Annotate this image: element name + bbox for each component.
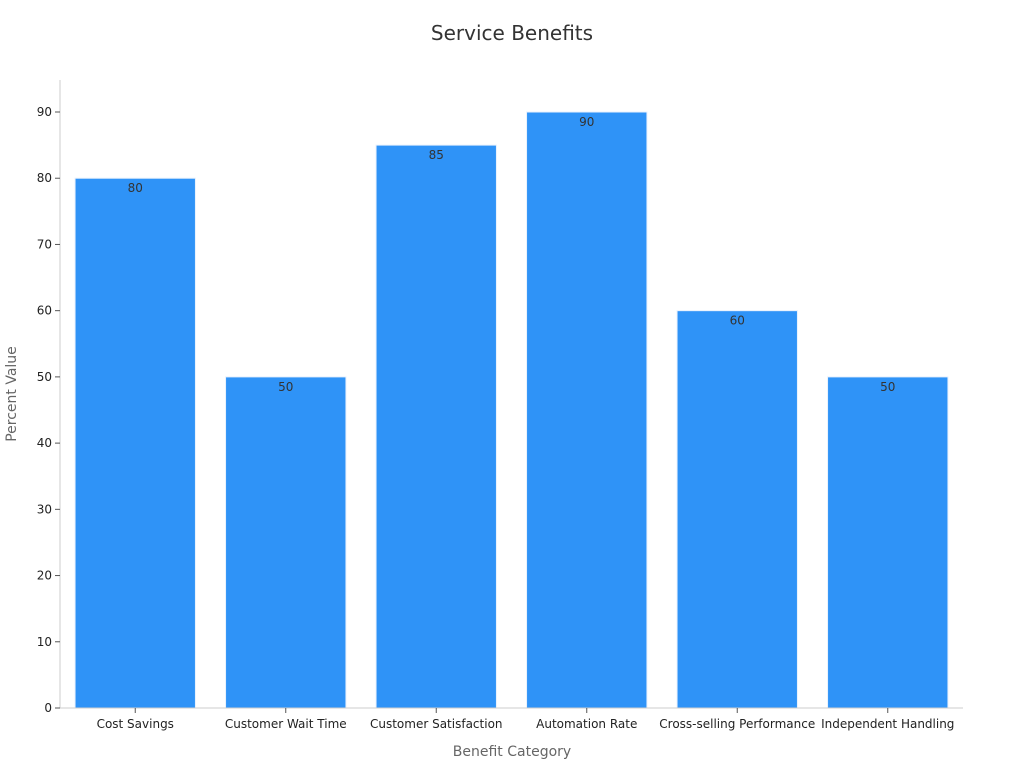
y-tick-label: 70 xyxy=(37,237,52,251)
bar xyxy=(74,177,196,709)
x-axis: Cost Savings Customer Wait Time Customer S… xyxy=(60,707,963,731)
y-tick-label: 0 xyxy=(44,701,52,715)
bar-value-label: 85 xyxy=(429,148,444,162)
x-tick-label: Customer Satisfaction xyxy=(370,717,503,731)
bar xyxy=(375,144,497,709)
bar-value-label: 50 xyxy=(880,380,895,394)
bar-value-label: 80 xyxy=(128,181,143,195)
y-tick-label: 30 xyxy=(37,502,52,516)
y-axis-title: Percent Value xyxy=(4,346,20,442)
bar-value-label: 60 xyxy=(730,314,745,328)
y-tick-label: 40 xyxy=(37,436,52,450)
x-axis-title: Benefit Category xyxy=(453,744,571,760)
y-tick-label: 20 xyxy=(37,569,52,583)
bars-group: 80 50 85 90 60 50 xyxy=(74,111,949,709)
x-tick-label: Cross-selling Performance xyxy=(659,717,815,731)
y-tick-label: 90 xyxy=(37,105,52,119)
bar xyxy=(676,310,798,709)
y-tick-label: 10 xyxy=(37,635,52,649)
y-axis: 0 10 20 30 40 50 60 70 80 90 xyxy=(37,80,61,715)
bar-value-label: 50 xyxy=(278,380,293,394)
x-tick-label: Customer Wait Time xyxy=(225,717,347,731)
x-tick-label: Independent Handling xyxy=(821,717,954,731)
bar xyxy=(225,376,347,709)
bar xyxy=(827,376,949,709)
bar-value-label: 90 xyxy=(579,115,594,129)
bar xyxy=(526,111,648,709)
x-tick-label: Automation Rate xyxy=(536,717,637,731)
x-tick-label: Cost Savings xyxy=(97,717,174,731)
y-tick-label: 60 xyxy=(37,304,52,318)
chart-title: Service Benefits xyxy=(431,21,593,45)
y-tick-label: 50 xyxy=(37,370,52,384)
y-tick-label: 80 xyxy=(37,171,52,185)
